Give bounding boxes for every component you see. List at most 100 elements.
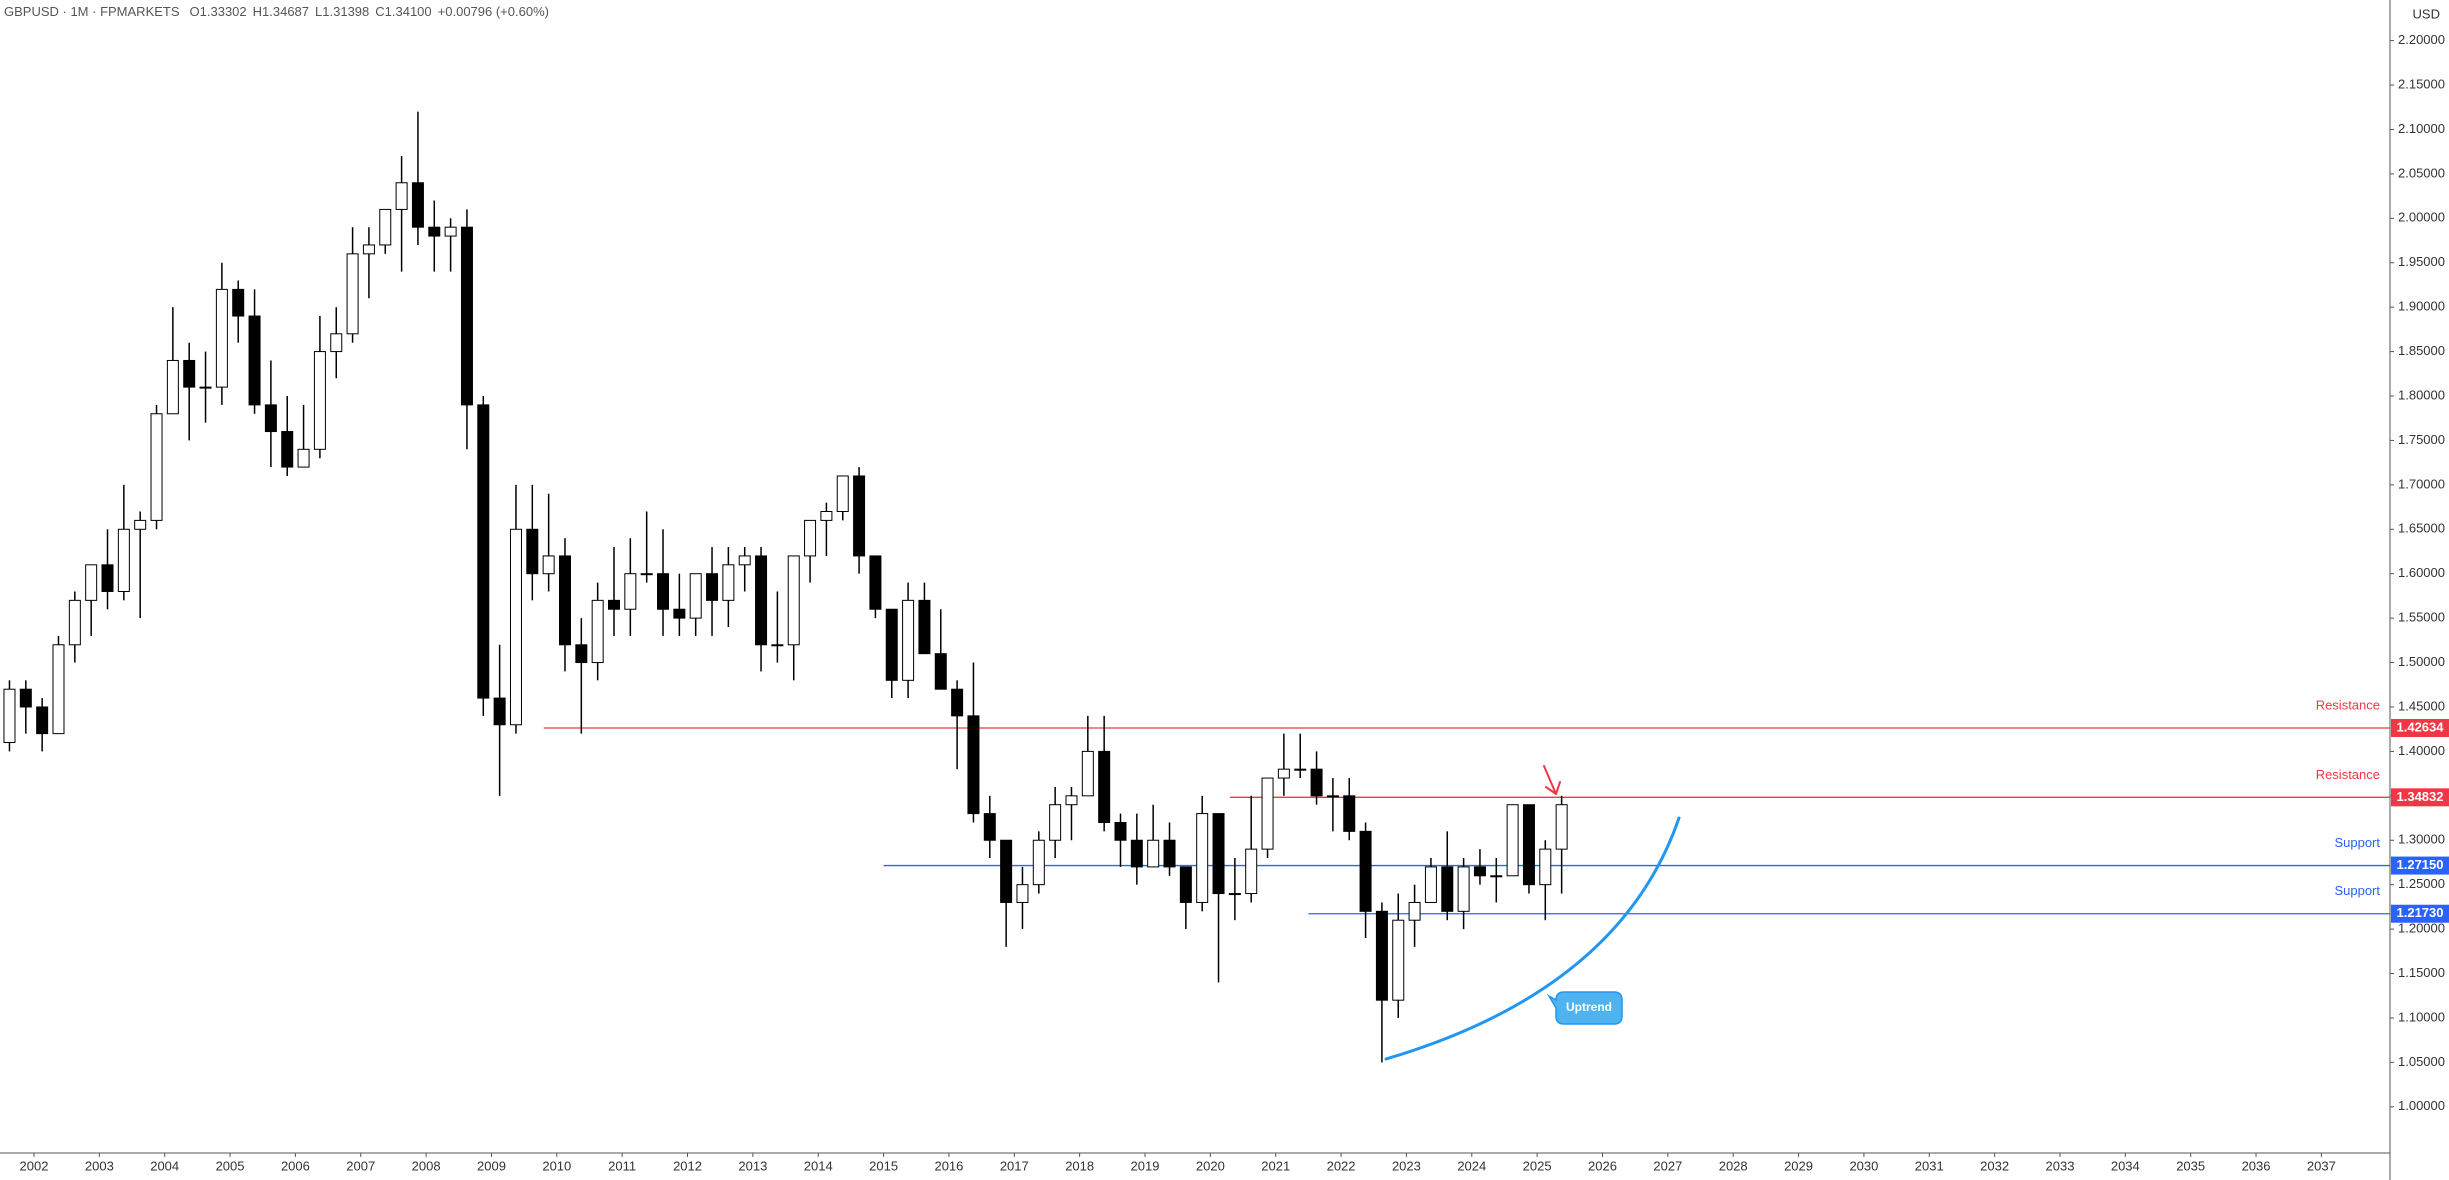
- candle-body: [1490, 875, 1503, 878]
- x-tick-label: 2026: [1588, 1158, 1617, 1173]
- x-tick-label: 2025: [1523, 1158, 1552, 1173]
- candle-body: [313, 351, 326, 450]
- change-value: +0.00796 (+0.60%): [438, 4, 549, 19]
- candle-body: [215, 288, 228, 388]
- y-tick-label: 1.15000: [2398, 965, 2445, 980]
- candle-body: [804, 519, 817, 557]
- x-tick-label: 2033: [2046, 1158, 2075, 1173]
- candle-body: [869, 555, 882, 610]
- y-tick-label: 1.25000: [2398, 876, 2445, 891]
- candle-body: [1359, 830, 1372, 912]
- x-tick-label: 2017: [1000, 1158, 1029, 1173]
- x-tick-label: 2012: [673, 1158, 702, 1173]
- candle-body: [444, 226, 457, 237]
- x-tick-label: 2020: [1196, 1158, 1225, 1173]
- x-tick-label: 2013: [738, 1158, 767, 1173]
- candle-body: [526, 528, 539, 575]
- candle-body: [1049, 804, 1062, 841]
- candle-body: [1326, 795, 1339, 798]
- y-tick-label: 1.20000: [2398, 921, 2445, 936]
- candle-body: [411, 182, 424, 228]
- x-tick-label: 2004: [150, 1158, 179, 1173]
- candle-body: [1506, 804, 1519, 877]
- candle-body: [787, 555, 800, 646]
- candle-body: [1555, 804, 1568, 850]
- candle-body: [542, 555, 555, 575]
- y-tick-label: 2.10000: [2398, 121, 2445, 136]
- x-tick-label: 2028: [1719, 1158, 1748, 1173]
- candle-body: [591, 599, 604, 664]
- candle-body: [738, 555, 751, 566]
- candle-body: [885, 608, 898, 681]
- y-tick-label: 1.55000: [2398, 610, 2445, 625]
- x-tick-label: 2037: [2307, 1158, 2336, 1173]
- candle-body: [395, 182, 408, 210]
- candle-body: [36, 706, 49, 735]
- candle-body: [1130, 839, 1143, 868]
- level-price-label: 1.34832: [2397, 789, 2444, 804]
- candle-body: [689, 573, 702, 619]
- y-tick-label: 1.65000: [2398, 521, 2445, 536]
- level-name: Resistance: [2316, 767, 2380, 782]
- y-tick-label: 2.00000: [2398, 210, 2445, 225]
- y-tick-label: 1.75000: [2398, 432, 2445, 447]
- uptrend-curve: [1384, 816, 1681, 1061]
- x-tick-label: 2015: [869, 1158, 898, 1173]
- annotation-text: Uptrend: [1566, 1000, 1612, 1014]
- y-tick-label: 2.15000: [2398, 76, 2445, 91]
- x-tick-label: 2024: [1457, 1158, 1486, 1173]
- candle-body: [1032, 839, 1045, 886]
- candle-body: [673, 608, 686, 619]
- x-tick-label: 2016: [934, 1158, 963, 1173]
- candle-body: [853, 475, 866, 557]
- candle-body: [1163, 839, 1176, 868]
- x-tick-label: 2027: [1653, 1158, 1682, 1173]
- candle-body: [1294, 768, 1307, 771]
- y-tick-label: 1.80000: [2398, 387, 2445, 402]
- close-value: C1.34100: [375, 4, 431, 19]
- candle-body: [624, 573, 637, 610]
- candle-body: [640, 573, 653, 576]
- level-name: Support: [2334, 835, 2380, 850]
- level-name: Resistance: [2316, 697, 2380, 712]
- candle-body: [1245, 848, 1258, 895]
- y-tick-label: 1.50000: [2398, 654, 2445, 669]
- open-value: O1.33302: [190, 4, 247, 19]
- annotation-callout: [1546, 991, 1623, 1025]
- y-tick-label: 1.60000: [2398, 565, 2445, 580]
- candle-body: [1441, 866, 1454, 912]
- candle-body: [428, 226, 441, 237]
- level-price-box: [2391, 856, 2449, 875]
- candle-body: [755, 555, 768, 646]
- arrow: [1543, 765, 1561, 795]
- candle-body: [509, 528, 522, 726]
- x-tick-label: 2005: [216, 1158, 245, 1173]
- level-price-label: 1.27150: [2397, 857, 2444, 872]
- candle-body: [1179, 866, 1192, 903]
- level-price-box: [2391, 788, 2449, 807]
- y-tick-label: 1.90000: [2398, 299, 2445, 314]
- x-tick-label: 2002: [20, 1158, 49, 1173]
- candle-body: [362, 244, 375, 255]
- candle-body: [232, 288, 245, 317]
- candle-body: [1016, 884, 1029, 903]
- candle-body: [183, 359, 196, 388]
- candle-body: [1065, 795, 1078, 806]
- axis-layer: 1.00000 1.05000 1.10000 1.15000 1.20000 1.250…: [20, 32, 2449, 1173]
- candle-body: [1098, 750, 1111, 823]
- y-tick-label: 1.85000: [2398, 343, 2445, 358]
- candle-body: [134, 519, 147, 530]
- candle-body: [1277, 768, 1290, 779]
- candle-body: [264, 404, 277, 433]
- candle-body: [1522, 804, 1535, 886]
- y-tick-label: 1.70000: [2398, 476, 2445, 491]
- candle-body: [1196, 813, 1209, 903]
- candle-body: [706, 573, 719, 601]
- level-price-label: 1.21730: [2397, 905, 2444, 920]
- candle-body: [1457, 866, 1470, 912]
- candle-body: [934, 653, 947, 690]
- candle-body: [1343, 795, 1356, 832]
- candle-body: [1228, 893, 1241, 896]
- candle-body: [1261, 777, 1274, 850]
